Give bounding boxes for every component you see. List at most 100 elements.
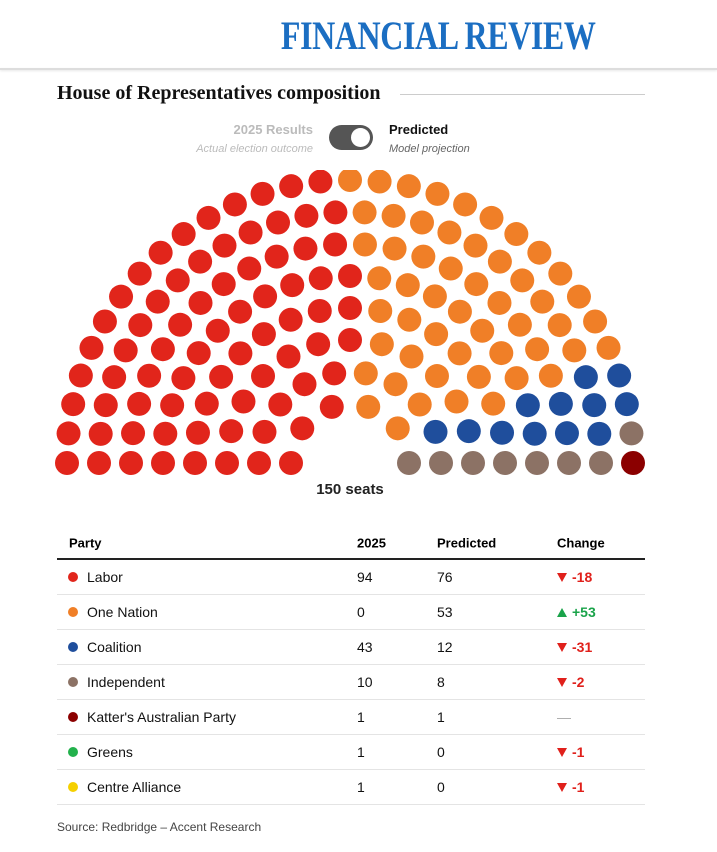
seat xyxy=(279,451,303,475)
title-rule xyxy=(400,94,645,95)
seat xyxy=(251,322,276,347)
results-table: Party 2025 Predicted Change Labor 94 76 -18 One … xyxy=(57,528,645,805)
seats-2025: 1 xyxy=(357,744,365,760)
seat xyxy=(368,298,393,323)
seat xyxy=(489,341,514,366)
seats-predicted: 76 xyxy=(437,569,453,585)
seat xyxy=(424,322,449,347)
toggle-switch[interactable] xyxy=(329,125,373,150)
seat xyxy=(353,361,378,386)
seat xyxy=(183,451,207,475)
total-label: 150 seats xyxy=(316,481,384,498)
seat xyxy=(61,392,86,417)
party-name: Independent xyxy=(87,674,165,690)
seat xyxy=(554,421,579,446)
toggle-description: Model projection xyxy=(389,143,470,155)
party-name: Coalition xyxy=(87,639,142,655)
seat xyxy=(367,170,392,194)
change-value: -1 xyxy=(572,744,585,760)
change-arrow xyxy=(557,573,567,582)
change-cell: -1 xyxy=(557,744,584,760)
seat xyxy=(188,290,213,315)
toggle-label[interactable]: 2025 Results xyxy=(233,122,314,137)
seat xyxy=(487,290,512,315)
seats-2025: 1 xyxy=(357,779,365,795)
arrow-shape xyxy=(557,783,567,792)
seat xyxy=(548,261,573,286)
seat xyxy=(290,416,315,441)
toggle-label[interactable]: Predicted xyxy=(389,122,449,137)
table-row: Centre Alliance 1 0 -1 xyxy=(57,770,645,805)
party-dot xyxy=(68,782,78,792)
seat xyxy=(252,419,277,444)
seat xyxy=(399,344,424,369)
column-header: Party xyxy=(69,535,102,551)
change-value: +53 xyxy=(572,604,596,620)
source: Source: Redbridge – Accent Research xyxy=(57,820,262,834)
table-row: Independent 10 8 -2 xyxy=(57,665,645,700)
seat xyxy=(237,256,262,281)
table-header: Party 2025 Predicted Change xyxy=(57,528,645,560)
seat xyxy=(479,205,504,230)
seat xyxy=(614,392,639,417)
seat xyxy=(292,372,317,397)
seat xyxy=(87,451,111,475)
seat xyxy=(308,266,333,291)
seat xyxy=(88,421,113,446)
seat xyxy=(352,200,377,225)
seat xyxy=(307,298,332,323)
party-dot xyxy=(68,747,78,757)
table-row: Greens 1 0 -1 xyxy=(57,735,645,770)
seat xyxy=(507,312,532,337)
party-name: Labor xyxy=(87,569,123,585)
seat xyxy=(437,220,462,245)
seat xyxy=(55,451,79,475)
change-value: -2 xyxy=(572,674,585,690)
seats xyxy=(55,170,645,475)
seat xyxy=(407,392,432,417)
seat xyxy=(102,365,127,390)
seat xyxy=(268,392,293,417)
seat xyxy=(582,393,607,418)
seat xyxy=(466,364,491,389)
seat xyxy=(522,421,547,446)
seat xyxy=(68,363,93,388)
seat xyxy=(481,391,506,416)
seat xyxy=(319,394,344,419)
change-cell: -31 xyxy=(557,639,592,655)
seat xyxy=(137,363,162,388)
seat xyxy=(338,328,362,352)
change-value: -31 xyxy=(572,639,593,655)
seat xyxy=(352,232,377,257)
seat xyxy=(490,420,515,445)
seat xyxy=(583,309,608,334)
toggle-description: Actual election outcome xyxy=(196,143,313,155)
seat xyxy=(280,273,305,298)
seat xyxy=(409,210,434,235)
seats-2025: 43 xyxy=(357,639,373,655)
seat xyxy=(356,394,381,419)
seat xyxy=(211,272,236,297)
change-cell: -18 xyxy=(557,569,592,585)
seat xyxy=(228,299,253,324)
seat xyxy=(453,192,478,217)
change-arrow xyxy=(557,678,567,687)
seat xyxy=(219,419,244,444)
table-row: Coalition 43 12 -31 xyxy=(57,630,645,665)
seat xyxy=(109,284,134,309)
seat xyxy=(160,393,185,418)
arrow-shape xyxy=(557,643,567,652)
change-arrow xyxy=(557,608,567,617)
party-dot xyxy=(68,677,78,687)
toggle-knob[interactable] xyxy=(351,128,370,147)
seat xyxy=(397,451,421,475)
change-value: — xyxy=(557,709,571,725)
seat xyxy=(93,393,118,418)
seat xyxy=(338,170,362,192)
seat xyxy=(151,451,175,475)
seat xyxy=(264,244,289,269)
column-header: Change xyxy=(557,535,605,551)
seats-predicted: 8 xyxy=(437,674,445,690)
seats-predicted: 1 xyxy=(437,709,445,725)
